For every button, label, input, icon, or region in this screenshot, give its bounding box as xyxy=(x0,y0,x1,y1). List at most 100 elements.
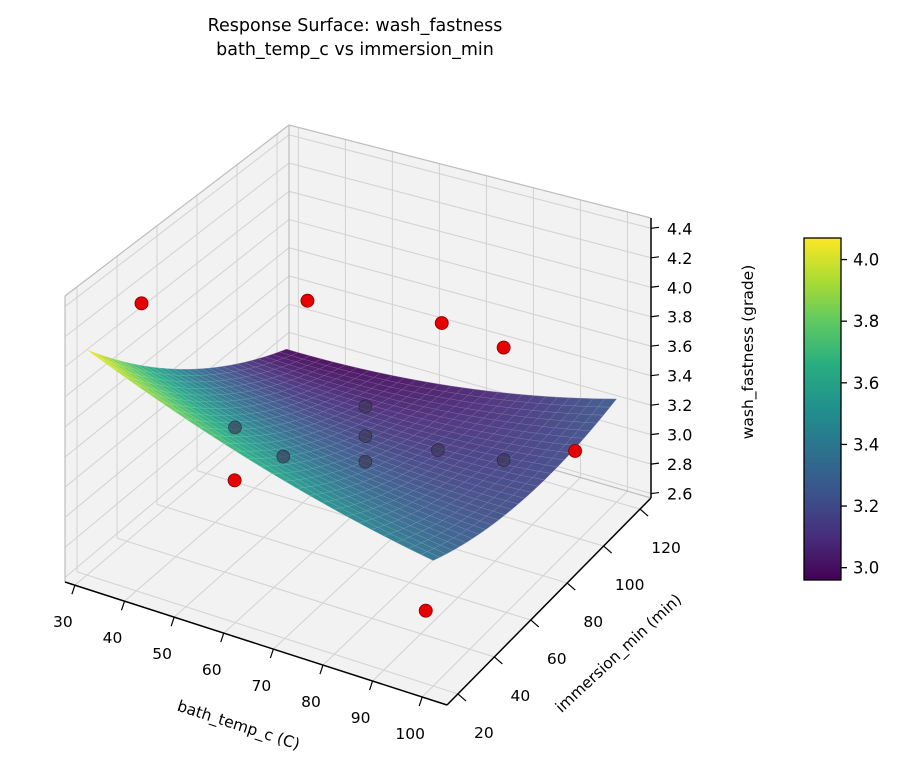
colorbar-tick-label: 3.6 xyxy=(853,374,879,393)
grid-line xyxy=(372,477,581,682)
colorbar-gradient xyxy=(804,238,841,580)
x-tick-label: 100 xyxy=(395,725,425,743)
pane-edge xyxy=(64,124,290,297)
tick-mark xyxy=(220,632,225,643)
scatter-point-occluded xyxy=(228,420,242,435)
scatter-point xyxy=(134,296,149,311)
tick-mark xyxy=(650,374,660,377)
scatter-point-occluded xyxy=(358,399,373,414)
colorbar-tick-label: 3.0 xyxy=(853,559,879,578)
z-tick-label: 3.8 xyxy=(667,308,692,327)
scatter-point xyxy=(434,316,449,330)
tick-mark xyxy=(530,619,540,628)
z-tick-label: 4.2 xyxy=(667,249,692,268)
y-tick-label: 40 xyxy=(510,687,530,705)
left-pane xyxy=(65,125,289,582)
tick-mark xyxy=(603,545,613,554)
z-tick-label: 3.0 xyxy=(667,426,692,445)
grid-line xyxy=(288,247,652,347)
scatter-point-occluded xyxy=(276,449,291,464)
scatter-point-occluded xyxy=(496,453,511,467)
grid-line xyxy=(64,219,290,398)
tick-mark xyxy=(650,403,660,406)
tick-mark xyxy=(269,648,274,659)
grid-line xyxy=(156,503,531,621)
tick-labels: 30 40 50 60 70 80 90 100 20 40 60 80 100 120 2.6 2.8 3.0… xyxy=(53,219,692,743)
tick-mark xyxy=(650,285,660,288)
grid-line xyxy=(288,162,652,259)
axis-lines xyxy=(64,218,652,706)
axis-spine xyxy=(446,497,652,706)
z-tick-label: 4.4 xyxy=(667,219,692,238)
grid-line xyxy=(64,162,290,338)
z-tick-label: 4.0 xyxy=(667,278,692,297)
y-tick-label: 60 xyxy=(547,650,567,668)
chart-title-line-1: Response Surface: wash_fastness xyxy=(207,16,503,36)
z-tick-label: 2.8 xyxy=(667,455,692,474)
tick-mark xyxy=(639,508,649,517)
z-tick-label: 3.2 xyxy=(667,396,692,415)
tick-mark xyxy=(369,680,374,691)
pane-edge xyxy=(288,124,652,219)
colorbar: 3.0 3.2 3.4 3.6 3.8 4.0 xyxy=(803,237,879,581)
colorbar-tick-label: 4.0 xyxy=(853,251,879,270)
tick-mark xyxy=(650,433,660,436)
y-tick-label: 80 xyxy=(583,613,603,631)
y-axis-title: immersion_min (min) xyxy=(552,590,686,717)
grid-line xyxy=(76,571,459,695)
y-tick-label: 100 xyxy=(615,576,645,594)
scatter-point xyxy=(227,473,242,488)
tick-mark xyxy=(650,256,660,259)
grid-line xyxy=(64,275,290,458)
scatter-point xyxy=(568,444,583,458)
grid-line xyxy=(288,275,652,377)
x-tick-label: 40 xyxy=(103,629,123,647)
scatter-point-occluded xyxy=(358,429,373,444)
scatter-point-occluded xyxy=(358,454,373,469)
grid-line xyxy=(288,218,652,318)
tick-mark xyxy=(650,226,660,229)
scatter-point-occluded xyxy=(430,443,445,457)
tick-mark xyxy=(170,616,175,627)
colorbar-tick-label: 3.4 xyxy=(853,435,879,454)
y-tick-label: 120 xyxy=(651,539,681,557)
colorbar-tick-label: 3.2 xyxy=(853,497,879,516)
grid-line xyxy=(288,303,652,406)
grid-line xyxy=(421,490,628,698)
colorbar-tick-label: 3.8 xyxy=(853,312,879,331)
x-tick-label: 70 xyxy=(251,677,271,695)
tick-mark xyxy=(650,344,660,347)
chart-title-line-2: bath_temp_c vs immersion_min xyxy=(216,40,494,60)
scatter-points-occluded xyxy=(228,399,511,469)
scatter-point xyxy=(418,603,433,618)
tick-mark xyxy=(120,600,126,611)
tick-mark xyxy=(493,656,503,665)
response-surface xyxy=(86,348,617,561)
grid-line xyxy=(288,190,652,288)
x-tick-label: 30 xyxy=(53,613,73,631)
grid-line xyxy=(64,134,290,307)
tick-mark xyxy=(319,664,324,675)
tick-mark xyxy=(457,693,467,702)
axis-spine xyxy=(64,581,448,706)
tick-mark xyxy=(566,582,576,591)
x-tick-label: 90 xyxy=(351,709,371,727)
grid-line xyxy=(64,247,290,428)
grid-line xyxy=(116,537,495,658)
scatter-points xyxy=(134,293,583,618)
scatter-point xyxy=(496,340,511,355)
z-tick-label: 3.6 xyxy=(667,337,692,356)
scatter-point xyxy=(300,293,315,308)
colorbar-frame xyxy=(803,237,842,581)
z-tick-label: 3.4 xyxy=(667,367,692,386)
x-tick-label: 60 xyxy=(202,661,222,679)
tick-mark xyxy=(650,491,660,495)
y-tick-label: 20 xyxy=(474,724,494,742)
tick-mark xyxy=(71,585,76,595)
surface-cell xyxy=(420,551,441,561)
x-axis-title: bath_temp_c (C) xyxy=(175,697,302,755)
z-tick-label: 2.6 xyxy=(667,485,692,504)
grid-line xyxy=(288,134,652,229)
